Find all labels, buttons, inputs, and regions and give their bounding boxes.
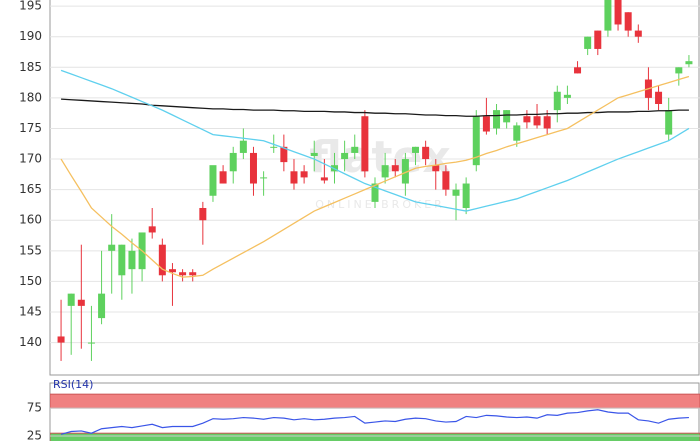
y-tick-label: 195: [19, 0, 42, 13]
candle-body: [148, 226, 156, 233]
candle-body: [199, 207, 207, 221]
candle-body: [675, 67, 683, 74]
candle-body: [219, 171, 227, 184]
candle-body: [432, 165, 440, 172]
y-tick-label: 175: [19, 121, 42, 135]
candle-body: [685, 61, 693, 65]
candle-body: [563, 94, 571, 98]
candle-body: [482, 116, 490, 132]
y-tick-label: 25: [27, 428, 42, 441]
rsi-panel: [49, 382, 700, 441]
candle-body: [108, 244, 116, 251]
candle-body: [260, 177, 268, 179]
candle-body: [300, 171, 308, 178]
candle-body: [574, 67, 582, 74]
candle-body: [381, 165, 389, 178]
candle-body: [280, 146, 288, 163]
candle-body: [553, 91, 561, 111]
candle-body: [624, 12, 632, 31]
candle-body: [655, 91, 663, 104]
candle-body: [401, 159, 409, 184]
y-tick-label: 150: [19, 274, 42, 288]
y-tick-label: 190: [19, 29, 42, 43]
candle-body: [249, 152, 257, 184]
candle-body: [67, 293, 75, 306]
candle-body: [189, 272, 197, 276]
rsi-line: [60, 409, 689, 435]
y-tick-label: 140: [19, 335, 42, 349]
moving-average: [61, 98, 689, 117]
candle-body: [472, 116, 480, 166]
watermark: ONLINE BROKER: [315, 198, 445, 211]
candle-body: [351, 146, 359, 153]
candle-body: [493, 110, 501, 129]
candle-body: [341, 152, 349, 160]
candle-body: [584, 36, 592, 49]
rsi-band: [50, 432, 700, 441]
candle-body: [87, 342, 95, 344]
y-tick-label: 145: [19, 304, 42, 318]
y-tick-label: 155: [19, 243, 42, 257]
candle-body: [513, 125, 521, 141]
candle-body: [604, 0, 612, 31]
moving-average: [60, 75, 690, 278]
candle-body: [634, 30, 642, 37]
candle-body: [290, 171, 298, 184]
candle-body: [543, 116, 551, 129]
candle-body: [98, 293, 106, 319]
y-tick-label: 170: [19, 152, 42, 166]
y-tick-label: 185: [19, 60, 42, 74]
candle-body: [158, 244, 166, 276]
candle-body: [503, 110, 511, 123]
candle-body: [128, 250, 136, 270]
y-tick-label: 160: [19, 213, 42, 227]
y-tick-label: 180: [19, 90, 42, 104]
y-tick-label: 165: [19, 182, 42, 196]
candle-body: [239, 140, 247, 153]
candle-body: [320, 177, 328, 181]
candle-body: [179, 272, 187, 276]
candle-body: [77, 299, 85, 306]
candle-body: [371, 183, 379, 202]
candle-body: [614, 0, 622, 25]
candle-body: [310, 152, 318, 156]
candle-body: [523, 116, 531, 123]
candle-body: [391, 165, 399, 172]
candle-body: [533, 116, 541, 126]
candle-body: [118, 244, 126, 276]
candle-body: [442, 171, 450, 190]
candle-body: [168, 269, 176, 273]
candle-body: [665, 110, 673, 135]
candle-body: [270, 146, 278, 148]
watermark: flatex: [309, 132, 451, 183]
rsi-title: RSI(14): [53, 378, 93, 391]
candle-body: [422, 146, 430, 160]
candle-body: [594, 30, 602, 49]
candle-body: [462, 183, 470, 208]
candle-body: [361, 116, 369, 172]
candle-body: [412, 146, 420, 153]
rsi-band: [50, 393, 700, 409]
candle-body: [209, 165, 217, 196]
candle-body: [229, 152, 237, 172]
y-tick-label: 75: [27, 401, 42, 415]
moving-average: [60, 69, 690, 212]
candle-body: [57, 336, 65, 343]
candle-body: [452, 189, 460, 196]
